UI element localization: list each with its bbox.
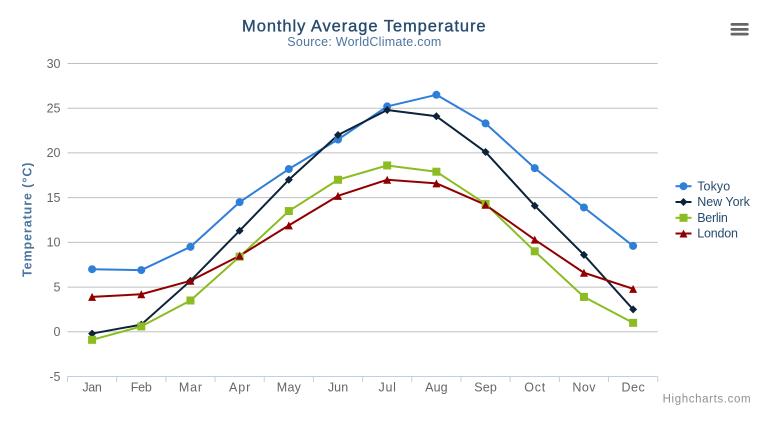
svg-text:Oct: Oct: [524, 380, 546, 394]
svg-text:Berlin: Berlin: [697, 211, 728, 225]
svg-text:Sep: Sep: [474, 380, 497, 394]
svg-text:20: 20: [47, 146, 61, 160]
svg-text:Mar: Mar: [179, 380, 202, 394]
svg-text:Feb: Feb: [131, 380, 152, 394]
svg-text:Highcharts.com: Highcharts.com: [663, 393, 751, 405]
svg-text:Jul: Jul: [378, 380, 395, 394]
svg-text:London: London: [697, 227, 738, 241]
svg-text:Dec: Dec: [622, 380, 645, 394]
svg-text:Monthly Average Temperature: Monthly Average Temperature: [242, 18, 486, 36]
svg-text:Jun: Jun: [328, 380, 348, 394]
svg-text:Apr: Apr: [229, 380, 250, 394]
svg-text:30: 30: [47, 57, 61, 71]
svg-text:10: 10: [47, 236, 61, 250]
svg-text:5: 5: [54, 280, 61, 294]
svg-text:Tokyo: Tokyo: [697, 179, 730, 193]
svg-text:25: 25: [47, 102, 61, 116]
svg-text:0: 0: [54, 325, 61, 339]
svg-text:15: 15: [47, 191, 61, 205]
svg-text:Jan: Jan: [82, 380, 102, 394]
svg-text:May: May: [277, 380, 302, 394]
svg-text:New York: New York: [697, 195, 750, 209]
svg-text:Source: WorldClimate.com: Source: WorldClimate.com: [287, 35, 441, 49]
svg-text:Nov: Nov: [572, 380, 596, 394]
svg-text:-5: -5: [49, 370, 60, 384]
svg-text:Aug: Aug: [425, 380, 448, 394]
svg-text:Temperature (°C): Temperature (°C): [21, 163, 35, 277]
